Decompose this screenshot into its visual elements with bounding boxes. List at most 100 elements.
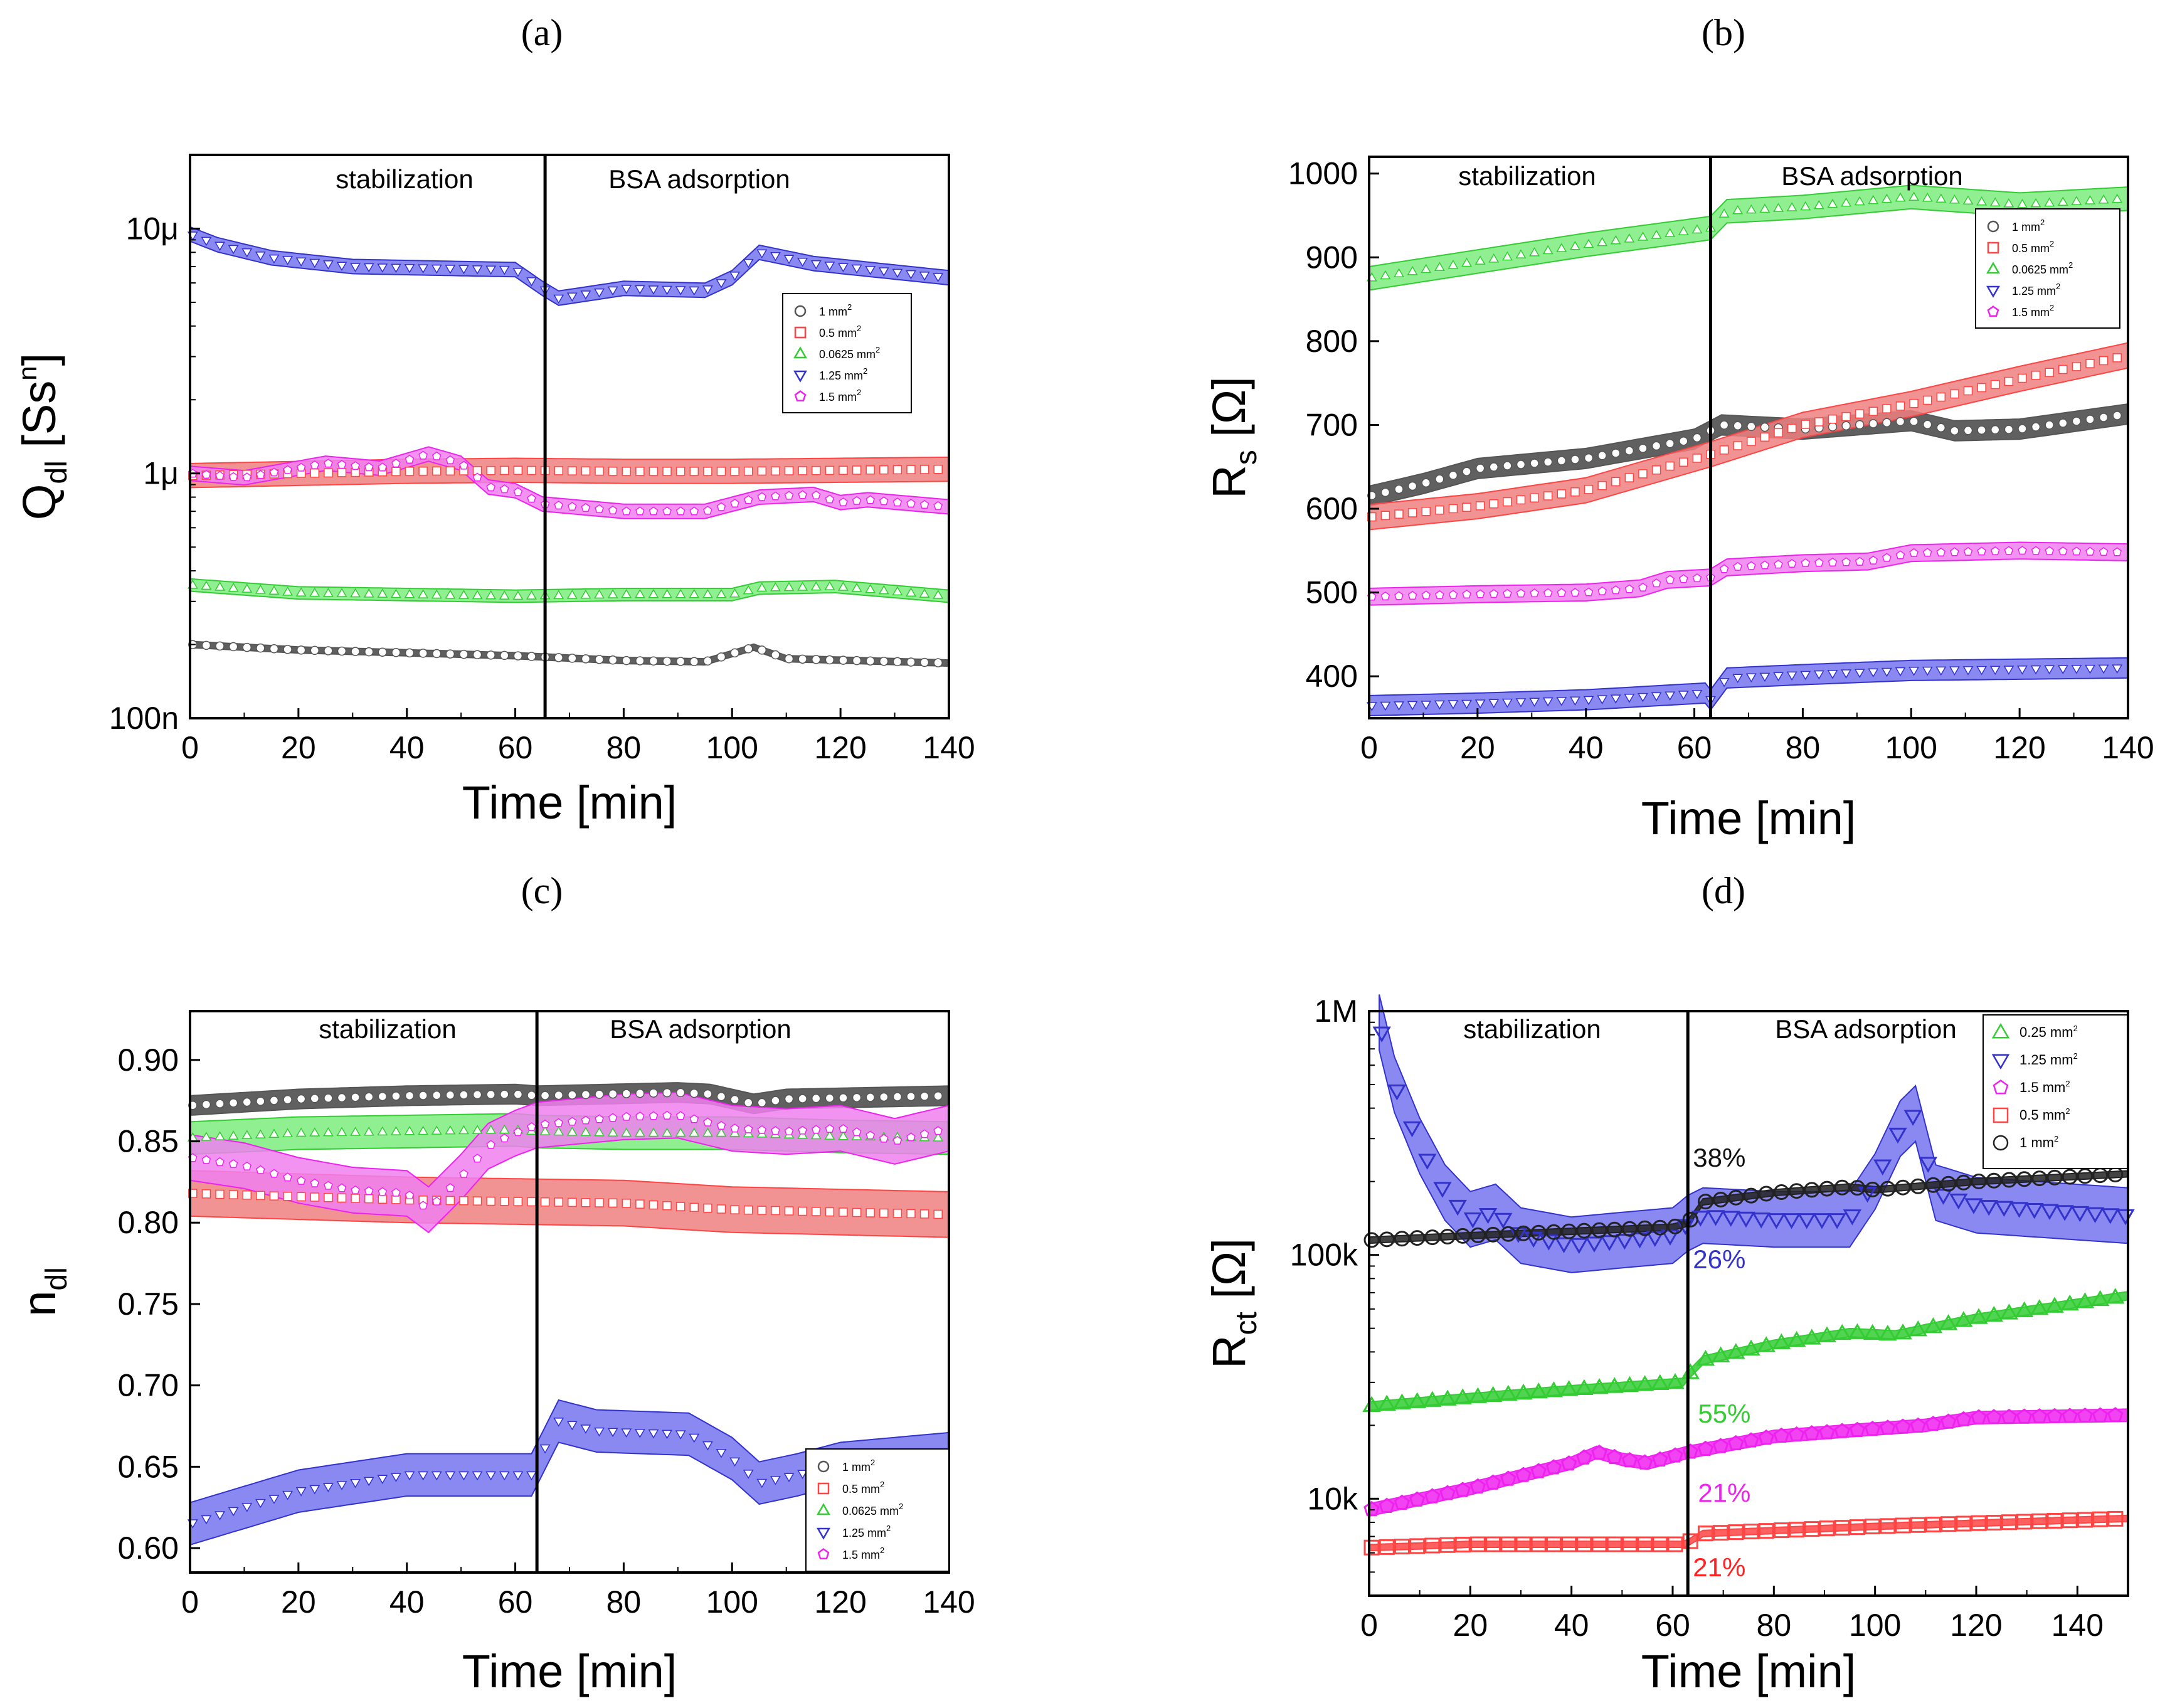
data-point (2016, 1408, 2033, 1424)
y-tick-label: 100k (1290, 1238, 1358, 1273)
data-point (201, 1100, 211, 1110)
data-point (1597, 236, 1608, 247)
data-point (1407, 481, 1417, 491)
data-point (702, 285, 713, 295)
legend-entry-text: 0.5 mm (842, 1483, 880, 1495)
data-point (812, 1093, 821, 1103)
data-point (1895, 550, 1905, 560)
data-point (730, 498, 739, 508)
data-point (1667, 1218, 1683, 1234)
x-axis-title: Time [min] (462, 777, 677, 829)
data-point (662, 1430, 673, 1440)
data-point (1638, 443, 1648, 454)
data-point (689, 1433, 700, 1443)
x-tick-label: 100 (706, 1584, 758, 1620)
data-point (1828, 557, 1838, 566)
data-point (1454, 1536, 1471, 1552)
data-point (798, 466, 807, 475)
data-point (662, 1110, 672, 1120)
data-point (1728, 1524, 1744, 1541)
x-tick-label: 80 (606, 1584, 642, 1620)
data-point (2001, 1172, 2017, 1188)
data-point (1570, 487, 1580, 497)
data-point (431, 451, 442, 460)
data-point (2075, 1292, 2095, 1308)
data-point (295, 1127, 307, 1137)
data-point (255, 252, 266, 261)
y-tick-label: 0.65 (118, 1449, 179, 1484)
data-point (1561, 1223, 1577, 1239)
data-point (1940, 1516, 1957, 1532)
data-point (1767, 1213, 1786, 1229)
data-point (1865, 1181, 1881, 1197)
data-point (1624, 694, 1635, 703)
data-point (1557, 456, 1567, 465)
data-point (445, 1196, 455, 1206)
data-point (675, 286, 686, 295)
data-point (2062, 1169, 2078, 1185)
data-point (783, 581, 795, 591)
data-point (703, 656, 712, 666)
data-point (256, 643, 265, 653)
data-point (689, 1127, 700, 1137)
data-point (851, 264, 862, 274)
data-point (648, 656, 659, 666)
data-point (1597, 586, 1607, 595)
data-point (283, 465, 292, 474)
phase-label-stabilization: stabilization (1458, 161, 1596, 191)
data-point (1530, 588, 1539, 598)
panel-label: (d) (1702, 870, 1745, 911)
data-point (635, 1199, 645, 1209)
data-point (1854, 669, 1865, 679)
data-point (1868, 419, 1878, 428)
data-point (1855, 420, 1865, 430)
data-point (865, 1208, 875, 1217)
data-point (1543, 588, 1553, 597)
data-point (1542, 245, 1554, 255)
data-point (1882, 553, 1892, 562)
plot-data (187, 226, 950, 667)
data-point (432, 466, 442, 476)
data-point (282, 1490, 294, 1500)
data-point (486, 650, 495, 660)
data-point (431, 264, 442, 274)
data-point (445, 1183, 455, 1192)
data-point (1488, 699, 1500, 709)
data-point (1667, 1447, 1683, 1463)
data-point (1949, 1193, 1968, 1210)
data-point (1530, 459, 1539, 468)
data-point (1611, 585, 1621, 595)
data-point (1758, 1186, 1774, 1202)
data-point (1979, 1199, 1998, 1216)
data-point (933, 1091, 943, 1101)
data-point (1651, 692, 1662, 702)
data-point (1804, 1425, 1820, 1441)
y-axis-title-main: R (1203, 1335, 1255, 1368)
data-point (1949, 194, 1960, 204)
data-point (2107, 1510, 2124, 1527)
data-point (1880, 1180, 1896, 1197)
x-tick-label: 100 (1849, 1608, 1901, 1643)
data-point (743, 644, 753, 654)
data-point (1363, 1500, 1380, 1517)
data-point (1363, 1232, 1380, 1248)
data-point (1448, 590, 1458, 599)
data-point (798, 1094, 807, 1103)
data-point (919, 272, 930, 281)
data-point (472, 590, 483, 600)
data-point (1950, 547, 1959, 556)
y-tick-label: 1M (1315, 994, 1358, 1029)
data-point (1963, 546, 1973, 556)
data-point (1585, 1236, 1604, 1253)
data-point (1989, 666, 2001, 676)
x-tick-label: 80 (1757, 1608, 1792, 1643)
data-point (784, 1206, 794, 1216)
data-point (1922, 192, 1933, 202)
data-point (2090, 1290, 2110, 1307)
data-point (1733, 441, 1742, 450)
data-point (1379, 1539, 1395, 1555)
legend-entry-sup: 2 (2056, 282, 2060, 291)
data-point (1448, 700, 1459, 709)
data-point (256, 1191, 265, 1201)
